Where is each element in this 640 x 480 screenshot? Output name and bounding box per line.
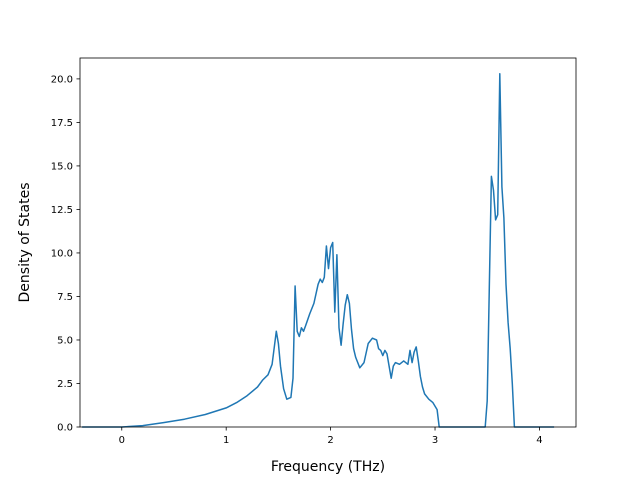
y-tick-label: 12.5 xyxy=(51,205,73,216)
y-tick-label: 5.0 xyxy=(57,335,73,346)
axes-frame xyxy=(79,57,577,428)
y-tick-label: 17.5 xyxy=(51,118,73,129)
plot-area xyxy=(82,72,555,428)
y-tick-label: 15.0 xyxy=(51,161,73,172)
y-tick-label: 20.0 xyxy=(51,74,73,85)
y-tick-label: 2.5 xyxy=(57,379,73,390)
dos-series-line xyxy=(82,72,555,428)
y-tick-label: 10.0 xyxy=(51,248,73,259)
axis-ticks: 0 1 2 3 4 0.0 2.5 5.0 7.5 10.0 12.5 15.0 17.5 20.0 xyxy=(51,74,543,446)
x-tick-label: 2 xyxy=(327,435,333,446)
x-tick-label: 4 xyxy=(536,435,542,446)
x-axis-label: Frequency (THz) xyxy=(271,459,385,475)
x-tick-label: 1 xyxy=(223,435,229,446)
y-axis-label: Density of States xyxy=(17,183,33,303)
x-tick-label: 3 xyxy=(432,435,438,446)
x-tick-label: 0 xyxy=(119,435,125,446)
y-tick-label: 7.5 xyxy=(57,292,73,303)
y-tick-label: 0.0 xyxy=(57,423,73,434)
